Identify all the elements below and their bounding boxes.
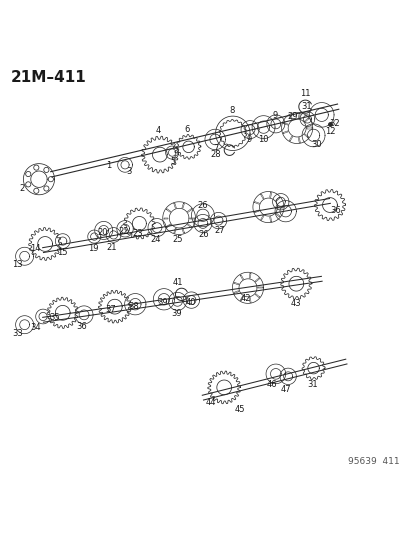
Text: 38: 38	[128, 302, 139, 311]
Text: 31: 31	[300, 102, 311, 111]
Text: 39: 39	[157, 297, 168, 306]
Text: 43: 43	[290, 300, 301, 308]
Text: 30: 30	[311, 140, 321, 149]
Text: 21: 21	[107, 243, 117, 252]
Text: 35: 35	[49, 313, 60, 322]
Text: 28: 28	[210, 150, 221, 159]
Text: 4: 4	[156, 126, 161, 134]
Text: 15: 15	[57, 248, 68, 257]
Text: 27: 27	[214, 227, 224, 236]
Text: 25: 25	[172, 235, 182, 244]
Text: 33: 33	[12, 329, 23, 338]
Text: 26: 26	[198, 230, 209, 239]
Text: 11: 11	[299, 90, 310, 99]
Text: 21M–411: 21M–411	[10, 70, 86, 85]
Text: 41: 41	[173, 278, 183, 287]
Text: 7: 7	[213, 144, 218, 154]
Text: 40: 40	[185, 298, 195, 308]
Text: 6: 6	[184, 125, 190, 134]
Text: 36: 36	[330, 206, 341, 215]
Text: 31: 31	[307, 381, 317, 390]
Text: 5: 5	[170, 157, 176, 166]
Text: 39: 39	[171, 309, 181, 318]
Text: 14: 14	[31, 244, 41, 253]
Text: 12: 12	[324, 127, 335, 136]
Text: 32: 32	[329, 119, 339, 128]
Text: 8: 8	[228, 106, 234, 115]
Text: 13: 13	[12, 260, 23, 269]
Text: 45: 45	[234, 405, 244, 414]
Text: 34: 34	[30, 323, 41, 332]
Text: 23: 23	[132, 229, 142, 238]
Text: 47: 47	[280, 384, 290, 393]
Text: 9: 9	[272, 111, 277, 120]
Text: 1: 1	[106, 161, 111, 170]
Text: 9: 9	[246, 135, 251, 144]
Text: 20: 20	[97, 228, 107, 237]
Text: 37: 37	[105, 305, 116, 313]
Text: 10: 10	[258, 135, 268, 144]
Text: 36: 36	[76, 322, 87, 331]
Text: 3: 3	[126, 167, 131, 176]
Text: 46: 46	[266, 381, 276, 390]
Text: 19: 19	[88, 244, 98, 253]
Text: 44: 44	[205, 399, 216, 407]
Text: 26: 26	[197, 201, 208, 210]
Text: 42: 42	[240, 294, 251, 303]
Text: 24: 24	[150, 235, 161, 244]
Text: 29: 29	[287, 112, 298, 122]
Text: 22: 22	[118, 227, 128, 236]
Text: 2: 2	[19, 184, 24, 193]
Text: 95639  411: 95639 411	[347, 457, 399, 466]
